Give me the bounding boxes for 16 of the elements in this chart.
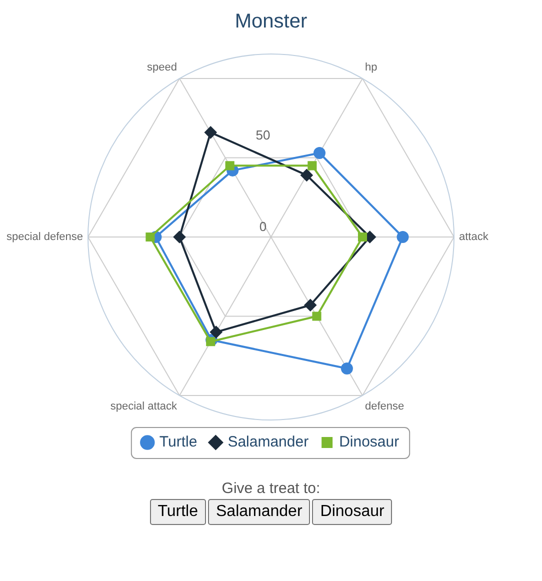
text: Turtle xyxy=(158,503,198,520)
spoke-label: defense xyxy=(365,400,404,412)
legend-label: Turtle xyxy=(159,434,198,451)
legend-label: Salamander xyxy=(228,434,309,451)
spoke-label: attack xyxy=(459,231,489,244)
spoke-label: special defense xyxy=(6,231,83,244)
y-tick-label: 50 xyxy=(256,128,270,143)
text: Salamander xyxy=(216,503,302,520)
spoke-label: speed xyxy=(147,62,177,74)
text: Give a treat to: xyxy=(220,480,322,497)
legend-label: Dinosaur xyxy=(339,434,400,451)
spoke-label: hp xyxy=(365,62,378,74)
y-tick-label: 0 xyxy=(259,219,267,234)
spoke-label: special attack xyxy=(110,400,178,412)
chart-title: Monster xyxy=(234,10,308,33)
text: Dinosaur xyxy=(320,503,384,520)
